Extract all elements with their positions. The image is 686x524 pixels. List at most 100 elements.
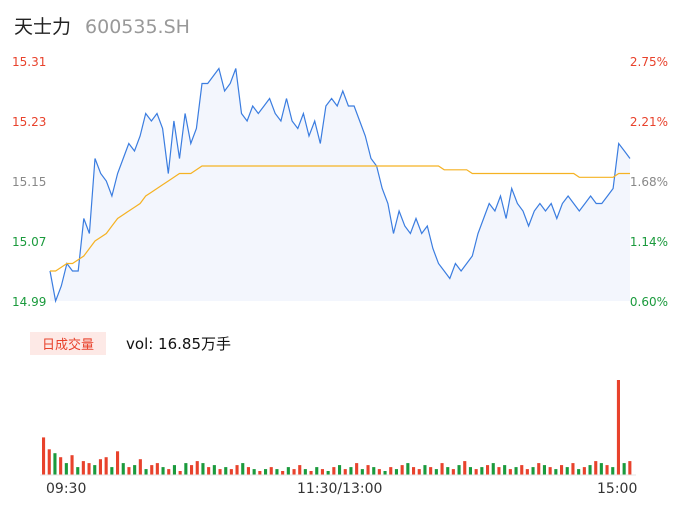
volume-bar: [326, 471, 330, 475]
volume-bar: [207, 467, 211, 475]
volume-bar: [548, 467, 552, 475]
volume-bar: [269, 467, 273, 475]
y-tick-right-3: 1.14%: [629, 235, 668, 249]
volume-bar: [167, 469, 171, 475]
volume-header: 日成交量 vol: 16.85万手: [30, 331, 231, 355]
volume-bar: [338, 465, 342, 475]
volume-bar: [150, 465, 154, 475]
volume-bar: [70, 455, 74, 475]
volume-bar: [252, 469, 256, 475]
volume-bar: [190, 465, 194, 475]
volume-bar: [468, 467, 472, 475]
volume-bar: [292, 469, 296, 475]
volume-bar: [212, 465, 216, 475]
volume-bar: [138, 459, 142, 475]
volume-bar: [525, 469, 529, 475]
volume-bar: [480, 467, 484, 475]
volume-bar: [594, 461, 598, 475]
volume-bar: [463, 461, 467, 475]
volume-bar: [246, 467, 250, 475]
volume-bar: [47, 449, 51, 475]
volume-bar: [474, 469, 478, 475]
volume-bar: [451, 469, 455, 475]
volume-bar: [406, 463, 410, 475]
volume-bar: [195, 461, 199, 475]
volume-bar: [343, 469, 347, 475]
y-tick-right-4: 0.60%: [629, 295, 668, 309]
volume-bar: [491, 463, 495, 475]
volume-bar: [172, 465, 176, 475]
volume-bar: [355, 463, 359, 475]
volume-bar: [486, 465, 490, 475]
volume-bar: [542, 465, 546, 475]
volume-bar: [241, 463, 245, 475]
volume-bar: [497, 467, 501, 475]
volume-bar: [588, 465, 592, 475]
volume-bar: [332, 467, 336, 475]
volume-bar: [116, 451, 120, 476]
x-tick-close: 15:00: [597, 481, 638, 497]
volume-bar: [537, 463, 541, 475]
volume-bar: [286, 467, 290, 475]
volume-bar: [201, 463, 205, 475]
volume-bar: [161, 467, 165, 475]
y-tick-right-1: 2.21%: [629, 115, 668, 129]
volume-bar: [42, 437, 46, 475]
volume-bar: [309, 471, 313, 475]
volume-bar: [565, 467, 569, 475]
title-row: 天士力 600535.SH: [14, 12, 190, 40]
x-tick-open: 09:30: [46, 481, 87, 497]
volume-bar: [127, 467, 131, 475]
volume-bar: [372, 467, 376, 475]
volume-bar: [218, 469, 222, 475]
volume-bar: [303, 469, 307, 475]
volume-bar: [616, 380, 620, 475]
y-tick-left-4: 14.99: [12, 295, 47, 309]
volume-bar: [423, 465, 427, 475]
volume-bar: [554, 469, 558, 475]
volume-bar: [235, 465, 239, 475]
volume-bar: [446, 467, 450, 475]
volume-bar: [400, 465, 404, 475]
average-price-line: [50, 165, 630, 272]
y-tick-right-2: 1.68%: [629, 175, 668, 189]
volume-bar: [76, 467, 80, 475]
volume-bar: [366, 465, 370, 475]
volume-summary: vol: 16.85万手: [126, 334, 232, 353]
volume-bar: [389, 467, 393, 475]
volume-bar: [383, 471, 387, 475]
volume-bar: [87, 463, 91, 475]
volume-bar: [429, 467, 433, 475]
volume-bar: [457, 465, 461, 475]
volume-bar: [98, 459, 102, 475]
volume-bar: [599, 463, 603, 475]
volume-bar: [560, 465, 564, 475]
volume-bar: [605, 465, 609, 475]
volume-bar: [349, 467, 353, 475]
y-tick-left-1: 15.23: [12, 115, 47, 129]
x-tick-midday: 11:30/13:00: [297, 481, 383, 497]
volume-bar: [110, 467, 114, 475]
volume-bar: [571, 463, 575, 475]
volume-bar: [611, 467, 615, 475]
volume-bar: [144, 469, 148, 475]
volume-bar: [155, 463, 159, 475]
volume-bar: [93, 465, 97, 475]
volume-bar: [582, 467, 586, 475]
volume-bar: [531, 467, 535, 475]
volume-bar: [281, 471, 285, 475]
volume-bar: [258, 471, 262, 475]
volume-bar: [224, 467, 228, 475]
y-tick-left-2: 15.15: [12, 175, 47, 189]
price-line: [49, 67, 631, 304]
volume-bar: [440, 463, 444, 475]
y-tick-left-3: 15.07: [12, 235, 47, 249]
volume-bar: [81, 461, 85, 475]
stock-code: 600535.SH: [85, 16, 190, 38]
volume-bar: [104, 457, 108, 475]
volume-bar: [503, 465, 507, 475]
volume-bar: [133, 465, 137, 475]
volume-tab[interactable]: 日成交量: [30, 331, 107, 355]
volume-bar: [434, 469, 438, 475]
volume-bar: [121, 463, 125, 475]
